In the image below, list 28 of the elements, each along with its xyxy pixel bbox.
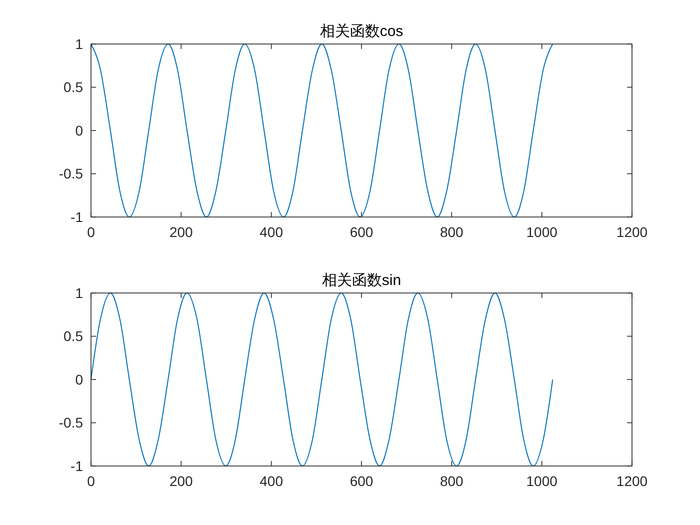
x-tick-label: 1000 (526, 473, 558, 489)
x-tick-label: 200 (169, 224, 194, 240)
y-tick-label: 0.5 (64, 79, 84, 96)
x-tick-label: 800 (440, 224, 464, 240)
x-tick-label: 800 (440, 473, 464, 489)
x-tick-label: 200 (169, 473, 194, 489)
y-tick-label: 1 (75, 284, 84, 301)
y-tick-label: -1 (70, 208, 84, 225)
line-series (90, 44, 554, 218)
x-tick-label: 0 (87, 224, 96, 240)
y-tick-label: -1 (70, 458, 84, 474)
y-tick-label: 1 (75, 36, 84, 52)
x-tick-label: 400 (260, 224, 284, 240)
y-tick-label: 0 (75, 122, 84, 138)
x-tick-label: 1200 (616, 224, 648, 240)
x-tick-label: 0 (87, 473, 96, 489)
y-tick-label: -0.5 (58, 166, 84, 182)
chart-title: 相关函数sin (322, 272, 402, 289)
y-tick-label: 0.5 (64, 328, 84, 344)
x-tick-label: 600 (350, 473, 374, 489)
chart-title: 相关函数cos (320, 23, 404, 40)
x-tick-label: 1000 (526, 224, 558, 240)
y-tick-label: 0 (75, 371, 84, 388)
x-tick-label: 600 (350, 224, 374, 240)
x-tick-label: 1200 (616, 473, 648, 489)
x-tick-label: 400 (260, 473, 284, 489)
y-tick-label: -0.5 (58, 414, 84, 431)
line-series (90, 292, 554, 466)
